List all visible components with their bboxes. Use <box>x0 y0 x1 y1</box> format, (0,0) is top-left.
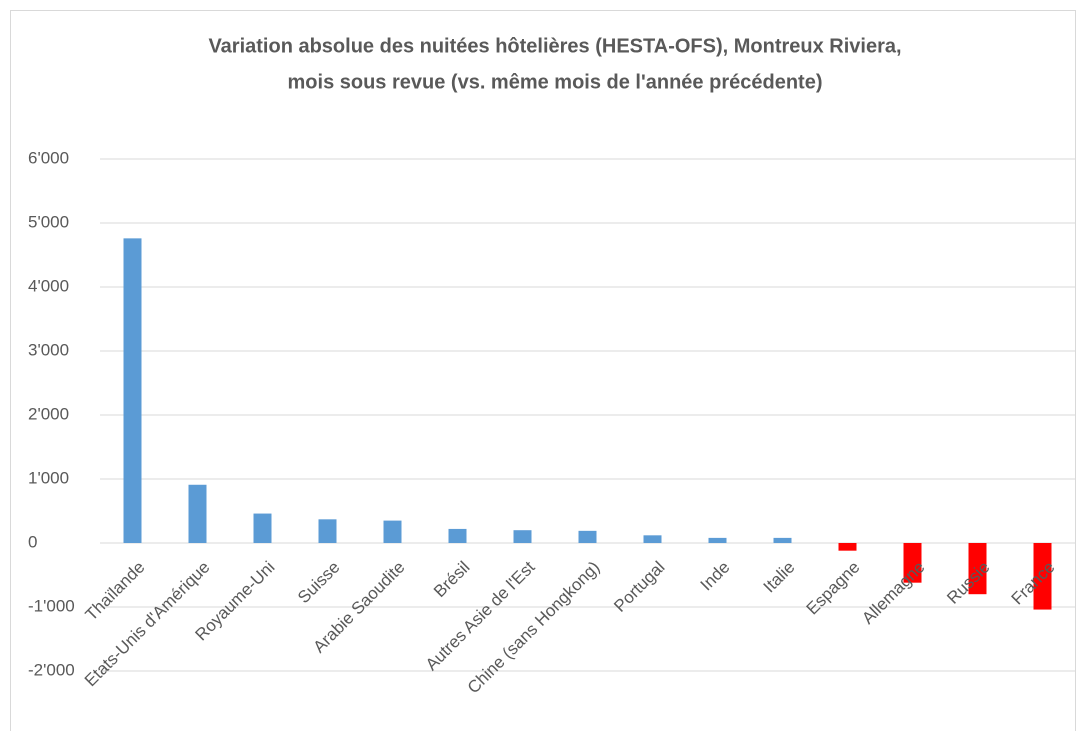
bar <box>903 543 922 583</box>
bar <box>513 530 532 543</box>
bar <box>578 530 597 543</box>
chart-title: Variation absolue des nuitées hôtelières… <box>208 35 901 57</box>
bar <box>123 238 142 544</box>
chart-border <box>10 10 1076 736</box>
bar <box>253 513 272 543</box>
bar <box>838 543 857 551</box>
chart-title: mois sous revue (vs. même mois de l'anné… <box>288 71 823 93</box>
bar <box>188 484 207 543</box>
y-tick-label: 3'000 <box>28 340 69 359</box>
y-tick-label: 1'000 <box>28 468 69 487</box>
y-tick-label: 2'000 <box>28 404 69 423</box>
bar <box>1033 543 1052 610</box>
bar <box>643 535 662 543</box>
bar <box>968 543 987 595</box>
y-tick-label: 5'000 <box>28 212 69 231</box>
y-tick-label: 6'000 <box>28 148 69 167</box>
bar <box>773 537 792 543</box>
y-tick-label: 4'000 <box>28 276 69 295</box>
bar <box>318 519 337 543</box>
y-tick-label: -2'000 <box>28 660 75 679</box>
bar <box>708 537 727 543</box>
bar <box>448 528 467 543</box>
y-tick-label: -1'000 <box>28 596 75 615</box>
y-tick-label: 0 <box>28 532 37 551</box>
bar <box>383 520 402 543</box>
